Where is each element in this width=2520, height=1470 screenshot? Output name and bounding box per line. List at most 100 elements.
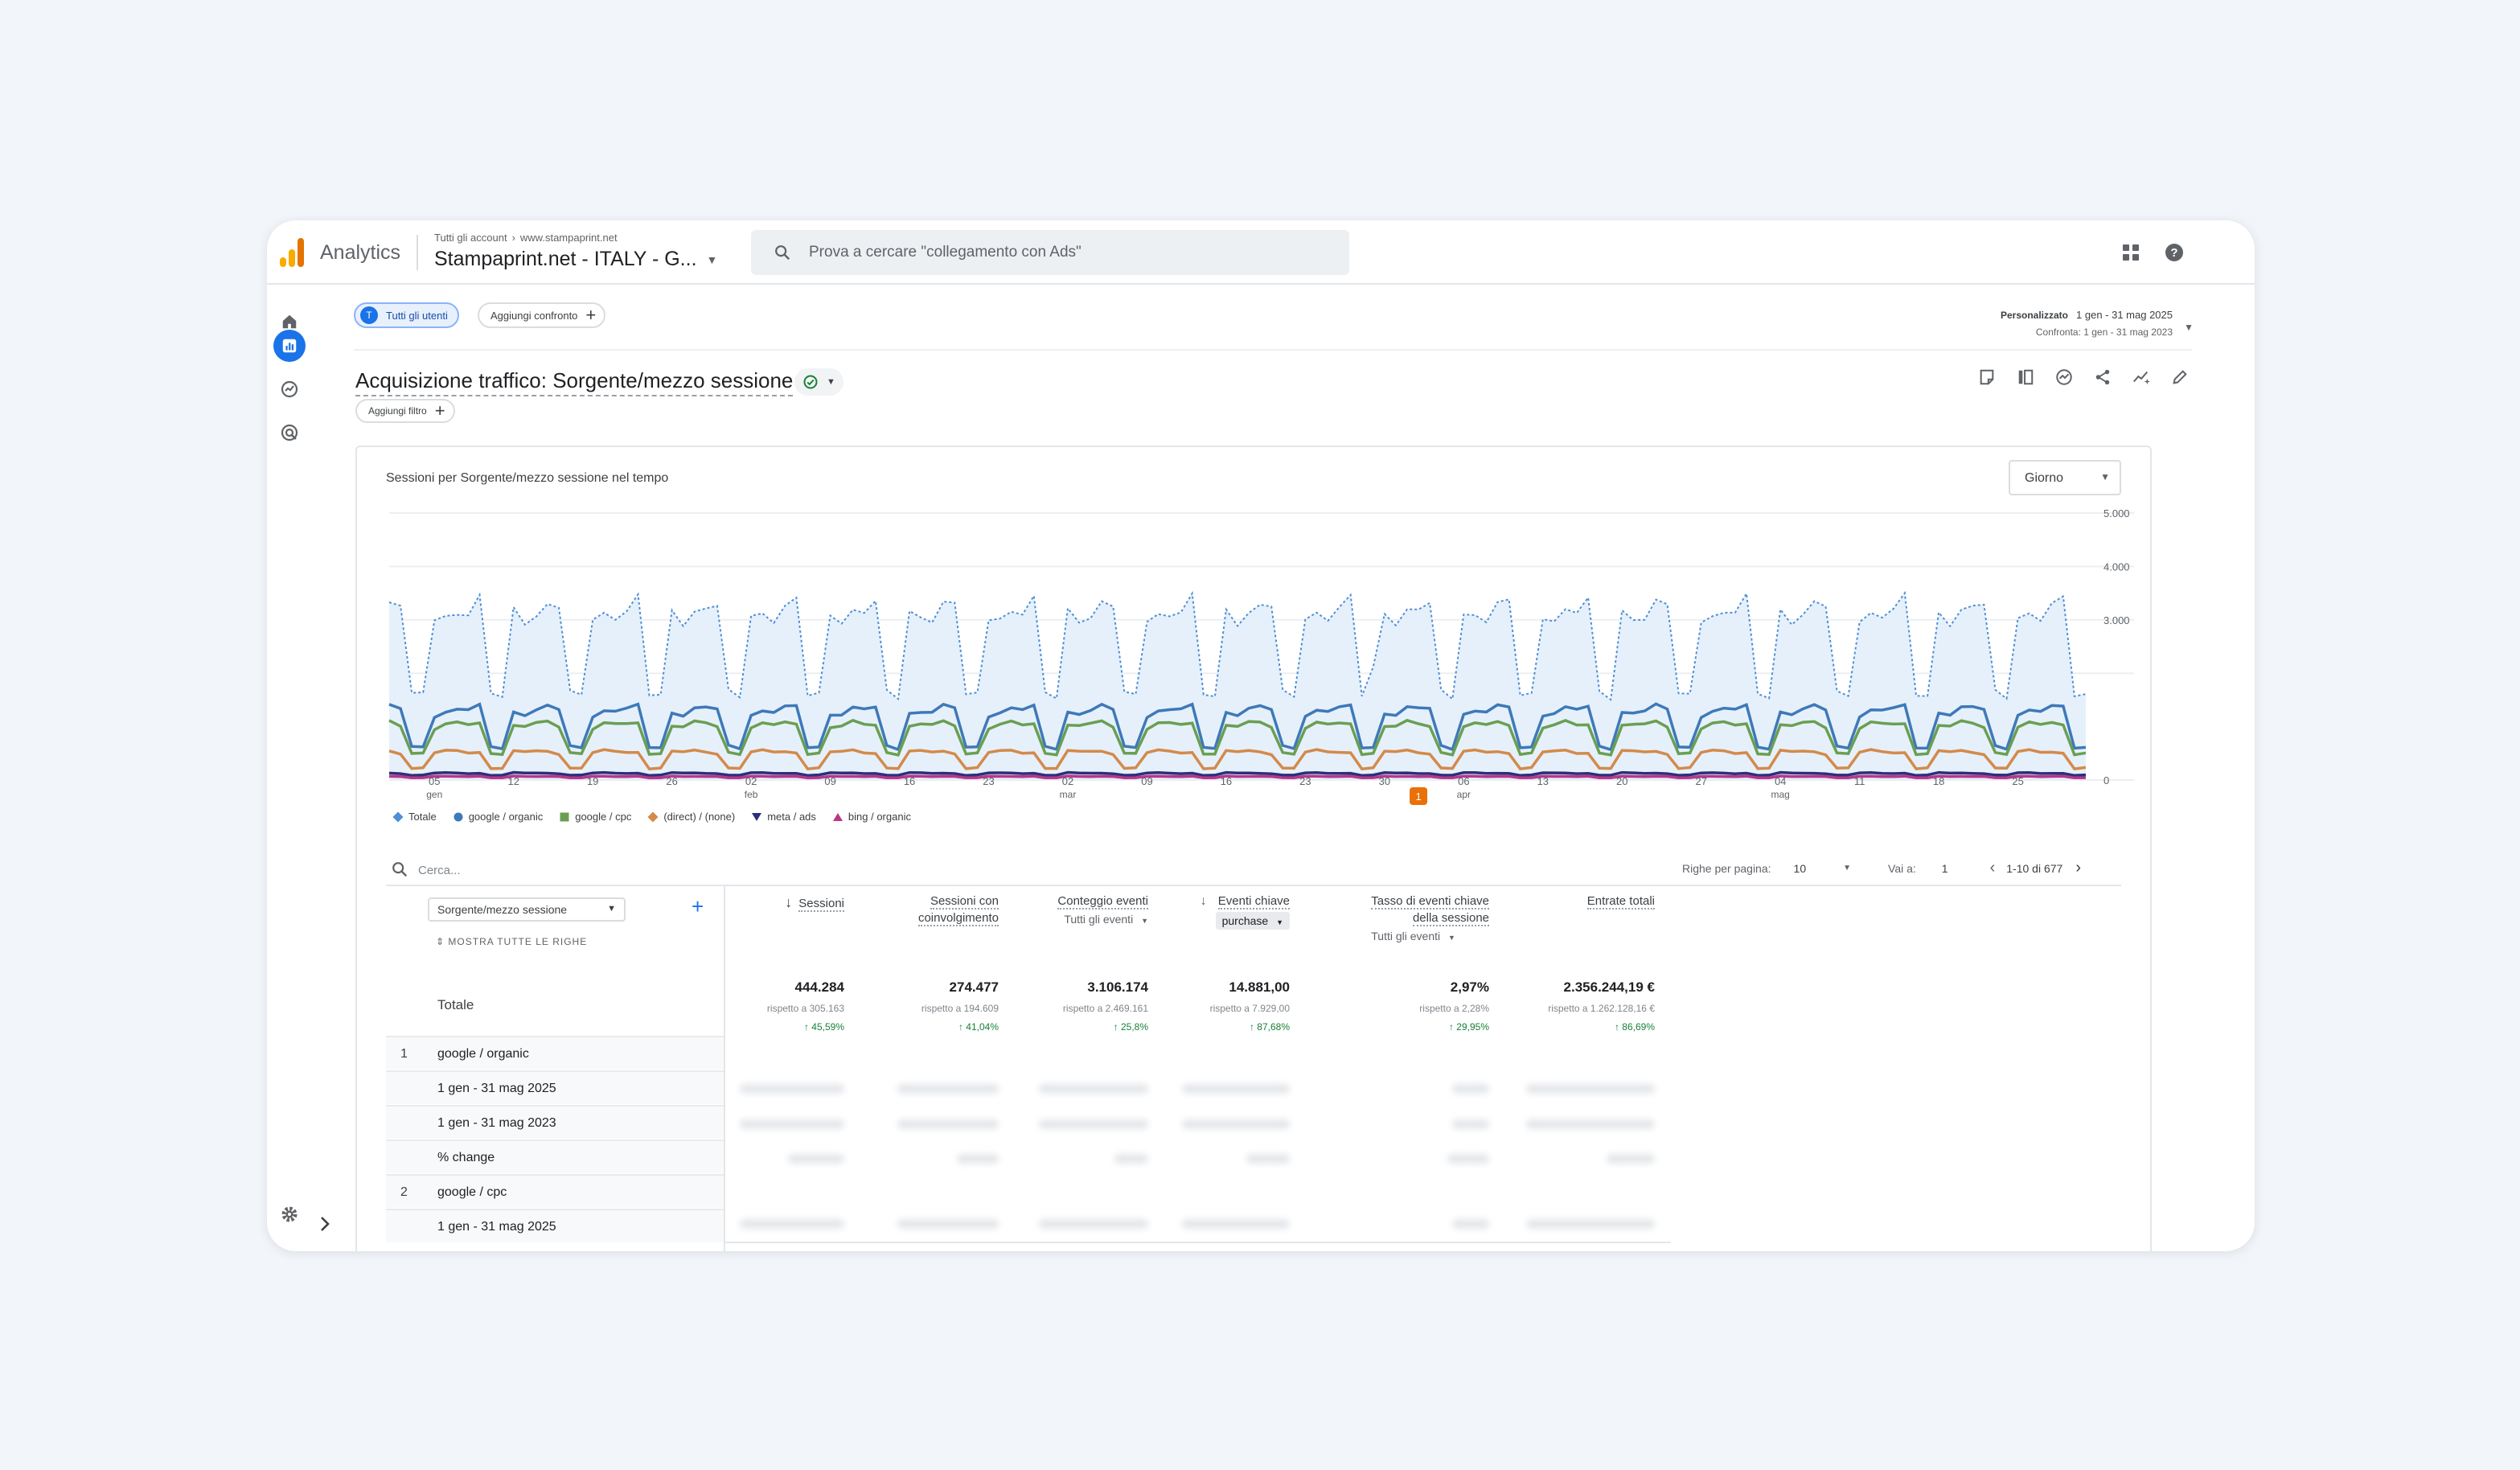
metric-header-event-count[interactable]: Conteggio eventi Tutti gli eventi ▼ xyxy=(1057,894,1148,926)
edit-pencil-icon[interactable] xyxy=(2169,367,2190,388)
share-icon[interactable] xyxy=(2092,367,2113,388)
legend-item[interactable]: meta / ads xyxy=(751,811,816,823)
row-label[interactable]: google / organic xyxy=(437,1047,529,1061)
total-compare: rispetto a 1.262.128,16 € xyxy=(1548,1003,1655,1014)
metric-header-key-events[interactable]: ↓ Eventi chiave purchase ▼ xyxy=(1200,894,1290,930)
caret-down-icon: ▼ xyxy=(1141,917,1148,925)
report-title[interactable]: Acquisizione traffico: Sorgente/mezzo se… xyxy=(355,368,794,396)
total-change: ↑ 86,69% xyxy=(1614,1021,1655,1033)
x-tick-month: feb xyxy=(745,789,758,800)
total-compare: rispetto a 194.609 xyxy=(921,1003,999,1014)
settings-gear-icon[interactable] xyxy=(278,1203,301,1226)
compare-columns-icon[interactable] xyxy=(2015,367,2036,388)
dimension-column: Sorgente/mezzo sessione ▼ + ⇕ MOSTRA TUTT… xyxy=(386,886,725,1251)
top-bar: Analytics Tutti gli account › www.stampapr… xyxy=(267,220,2255,285)
date-range-caret-icon[interactable]: ▼ xyxy=(2184,322,2194,333)
legend-item[interactable]: google / organic xyxy=(453,811,544,823)
add-dimension-plus-icon[interactable]: + xyxy=(692,894,704,918)
legend-item[interactable]: (direct) / (none) xyxy=(647,811,735,823)
breadcrumb-account[interactable]: Tutti gli account xyxy=(434,232,507,244)
segment-label: Tutti gli utenti xyxy=(386,309,448,322)
blurred-cell xyxy=(897,1219,999,1229)
x-tick-label: 12 xyxy=(507,775,519,787)
x-tick-label: 04 xyxy=(1775,775,1786,787)
granularity-dropdown[interactable]: Giorno ▼ xyxy=(2009,460,2121,495)
advertising-icon[interactable] xyxy=(278,421,301,444)
metric-header-total-revenue[interactable]: Entrate totali xyxy=(1586,894,1655,910)
key-event-dropdown[interactable]: purchase ▼ xyxy=(1215,912,1290,930)
goto-page-input[interactable]: 1 xyxy=(1941,861,1948,875)
show-all-label: MOSTRA TUTTE LE RIGHE xyxy=(448,936,588,947)
legend-item[interactable]: Totale xyxy=(392,811,437,823)
property-selector[interactable]: Stampaprint.net - ITALY - G... ▼ xyxy=(434,248,717,271)
series-area-totale xyxy=(389,593,2086,780)
x-tick-label: 09 xyxy=(1141,775,1152,787)
reports-icon[interactable] xyxy=(273,330,306,362)
expand-nav-chevron-icon[interactable] xyxy=(317,1214,333,1234)
square-marker-icon xyxy=(560,812,569,821)
report-status-chip[interactable]: ▼ xyxy=(794,368,843,396)
add-comparison-button[interactable]: Aggiungi confronto + xyxy=(478,302,606,328)
metric-header-key-event-rate[interactable]: Tasso di eventi chiave della sessione Tu… xyxy=(1371,894,1489,942)
svg-text:?: ? xyxy=(2170,246,2177,260)
chevron-right-icon: › xyxy=(511,232,515,244)
add-filter-button[interactable]: Aggiungi filtro + xyxy=(355,399,455,423)
y-tick-label: 3.000 xyxy=(2103,614,2130,626)
breadcrumb-property[interactable]: www.stampaprint.net xyxy=(519,232,618,244)
date-range-picker[interactable]: Personalizzato 1 gen - 31 mag 2025 xyxy=(2001,309,2173,321)
explore-icon[interactable] xyxy=(278,378,301,400)
sessions-line-chart[interactable]: 5.000 4.000 3.000 0 1 05 gen 12 19 26 02 feb 09 16 23 0… xyxy=(357,495,2150,812)
dimension-value: Sorgente/mezzo sessione xyxy=(437,903,568,916)
dimension-selector[interactable]: Sorgente/mezzo sessione ▼ xyxy=(428,897,626,922)
triangle-down-marker-icon xyxy=(752,812,762,821)
legend-label: google / organic xyxy=(468,811,544,823)
x-tick-label: 02 xyxy=(745,775,757,787)
search-icon xyxy=(392,862,408,877)
event-filter-dropdown[interactable]: Tutti gli eventi ▼ xyxy=(1057,913,1148,926)
table-search[interactable]: Cerca... xyxy=(386,854,2121,886)
search-bar[interactable]: Prova a cercare "collegamento con Ads" xyxy=(751,230,1349,275)
legend-item[interactable]: bing / organic xyxy=(832,811,911,823)
breadcrumb[interactable]: Tutti gli account › www.stampaprint.net xyxy=(434,232,618,244)
x-tick-label: 02 xyxy=(1062,775,1073,787)
row-number: 2 xyxy=(400,1185,408,1199)
x-tick-label: 23 xyxy=(1299,775,1311,787)
segment-chip-all-users[interactable]: T Tutti gli utenti xyxy=(354,302,459,328)
chart-title: Sessioni per Sorgente/mezzo sessione nel… xyxy=(386,471,669,485)
table-row[interactable]: 1 google / organic xyxy=(386,1036,724,1070)
trend-sparkle-icon[interactable] xyxy=(2131,367,2152,388)
rows-per-page-select[interactable]: 10 ▼ xyxy=(1794,862,1851,875)
row-label[interactable]: google / cpc xyxy=(437,1185,507,1199)
row-label: 1 gen - 31 mag 2023 xyxy=(437,1116,556,1130)
x-tick-label: 23 xyxy=(983,775,994,787)
plus-icon: + xyxy=(585,305,597,325)
show-all-rows-button[interactable]: ⇕ MOSTRA TUTTE LE RIGHE xyxy=(436,936,587,947)
metric-header-sessions[interactable]: ↓ Sessioni xyxy=(785,894,844,912)
metric-header-label: Entrate totali xyxy=(1586,894,1655,910)
apps-grid-icon[interactable] xyxy=(2121,243,2140,262)
blurred-cell xyxy=(1452,1084,1489,1094)
x-tick-month: mag xyxy=(1771,789,1790,800)
blurred-cell xyxy=(1526,1119,1655,1129)
total-change: ↑ 25,8% xyxy=(1113,1021,1148,1033)
metric-header-engaged-sessions[interactable]: Sessioni con coinvolgimento xyxy=(917,894,999,926)
diamond-marker-icon xyxy=(392,811,404,822)
total-compare: rispetto a 2.469.161 xyxy=(1062,1003,1148,1014)
x-tick-label: 27 xyxy=(1695,775,1706,787)
total-sessions: 444.284 rispetto a 305.163 ↑ 45,59% xyxy=(767,979,844,1033)
event-filter-dropdown[interactable]: Tutti gli eventi ▼ xyxy=(1371,930,1489,942)
next-page-icon[interactable]: › xyxy=(2075,859,2081,877)
home-icon[interactable] xyxy=(278,310,301,333)
caret-down-icon: ▼ xyxy=(827,377,835,387)
previous-page-icon[interactable]: ‹ xyxy=(1989,859,1996,877)
insights-icon[interactable] xyxy=(1976,367,1997,388)
x-tick-label: 16 xyxy=(904,775,915,787)
caret-down-icon: ▼ xyxy=(706,253,718,267)
caret-down-icon: ▼ xyxy=(1448,934,1455,942)
analytics-logo-icon[interactable] xyxy=(280,238,304,267)
total-compare: rispetto a 7.929,00 xyxy=(1209,1003,1290,1014)
help-icon[interactable]: ? xyxy=(2165,243,2184,262)
legend-item[interactable]: google / cpc xyxy=(559,811,631,823)
trend-circle-icon[interactable] xyxy=(2054,367,2075,388)
table-row[interactable]: 2 google / cpc xyxy=(386,1174,724,1208)
